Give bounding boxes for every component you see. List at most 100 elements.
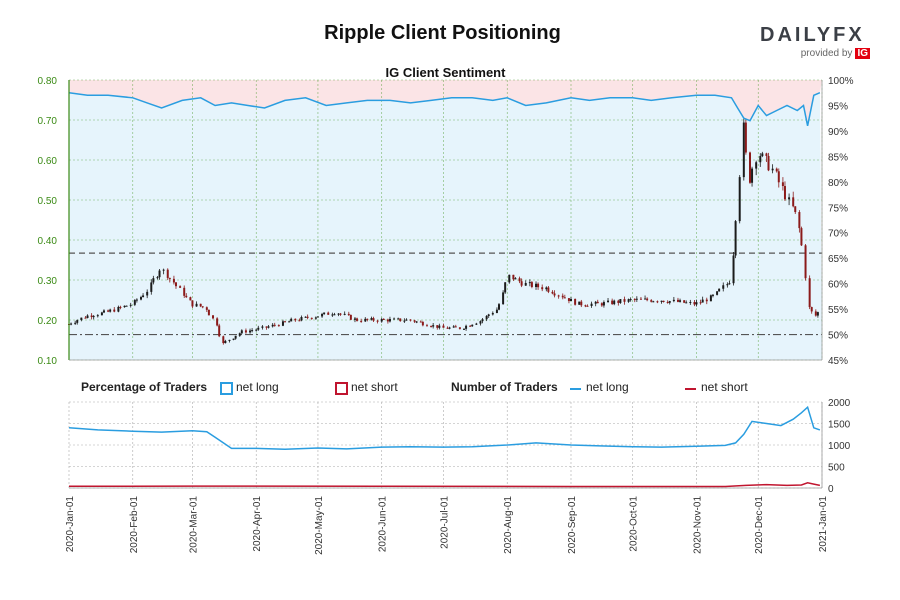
x-tick-label: 2020-Jun-01 [378,496,389,553]
x-tick-label: 2021-Jan-01 [818,496,829,553]
price-candle-body [765,153,768,156]
price-candle-body [744,122,747,153]
price-candle-body [728,283,731,285]
price-candle-body [353,318,356,320]
price-candle-body [524,282,527,286]
price-candle-body [84,317,87,319]
price-candle-body [574,298,577,305]
legend-num-long-label: net long [586,380,629,394]
price-candle-body [629,299,632,301]
price-candle-body [267,326,270,328]
x-tick-label: 2020-Feb-01 [129,496,140,554]
price-candle-body [481,319,484,322]
price-candle-body [102,310,105,313]
price-candle-body [288,321,291,323]
price-candle-body [479,321,482,324]
price-candle-body [403,320,406,322]
price-candle-body [487,314,490,316]
price-tick-label: 0.30 [38,276,58,287]
price-candle-body [563,297,566,299]
price-candle-body [432,325,435,327]
legend-pct-short-swatch [335,382,348,395]
price-candle-body [133,300,136,305]
x-tick-label: 2020-Mar-01 [188,496,199,554]
price-candle-body [619,299,622,303]
price-candle-body [623,299,626,302]
price-candle-body [372,318,375,321]
price-candle-body [660,300,663,302]
price-candle-body [300,317,303,321]
price-candle-body [584,305,587,307]
price-candle-body [290,318,293,322]
price-candle-body [644,298,647,300]
price-candle-body [376,320,379,322]
price-candle-body [364,318,367,322]
price-candle-body [732,255,735,284]
sentiment-tick-label: 95% [828,101,848,112]
price-candle-body [580,301,583,306]
price-candle-body [201,306,204,308]
price-candle-body [70,323,73,325]
price-candle-body [179,286,182,288]
count-tick-label: 2000 [828,398,851,409]
price-candle-body [602,302,605,306]
price-candle-body [172,278,175,283]
price-candle-body [471,324,474,327]
price-candle-body [222,336,225,344]
price-candle-body [343,313,346,315]
count-tick-label: 500 [828,463,845,474]
price-candle-body [100,312,103,316]
price-candle-body [113,309,116,312]
legend-pct-short-label: net short [351,380,398,394]
price-candle-body [265,326,268,328]
price-candle-body [284,321,287,323]
price-candle-body [512,274,515,280]
price-tick-label: 0.50 [38,196,58,207]
price-candle-body [438,325,441,328]
price-candle-body [613,300,616,305]
price-candle-body [508,274,511,283]
price-candle-body [349,314,352,320]
price-candle-body [545,287,548,290]
price-candle-body [716,291,719,295]
price-candle-body [662,300,665,302]
price-candle-body [458,327,461,329]
logo-wordmark: DAILYFX [760,24,865,46]
net-long-area [69,92,822,360]
price-candle-body [693,301,696,305]
price-candle-body [808,278,811,308]
price-candle-body [156,277,159,279]
price-candle-body [781,182,784,187]
price-candle-body [195,303,198,307]
price-candle-body [244,330,247,333]
price-candle-body [333,314,336,316]
price-candle-body [261,326,264,328]
price-candle-body [635,298,638,300]
price-candle-body [528,282,531,284]
price-candle-body [596,301,599,304]
sentiment-tick-label: 100% [828,76,854,87]
net-short-area [69,80,822,126]
price-candle-body [86,315,89,318]
price-candle-body [294,318,297,321]
price-candle-body [117,306,120,312]
price-candle-body [514,278,517,280]
price-candle-body [722,285,725,289]
price-candle-body [273,324,276,326]
sentiment-tick-label: 45% [828,356,848,367]
price-candle-body [142,295,145,298]
price-candle-body [388,318,391,322]
legend-pct-title: Percentage of Traders [81,380,208,394]
price-candle-body [742,122,745,178]
price-candle-body [158,270,161,278]
price-candle-body [135,299,138,301]
price-candle-body [650,300,653,302]
price-candle-body [683,300,686,303]
price-candle-body [504,282,507,293]
price-candle-body [140,297,143,300]
price-candle-body [185,295,188,298]
price-candle-body [672,299,675,302]
price-candle-body [586,305,589,307]
price-candle-body [547,287,550,292]
price-candle-body [409,319,412,321]
